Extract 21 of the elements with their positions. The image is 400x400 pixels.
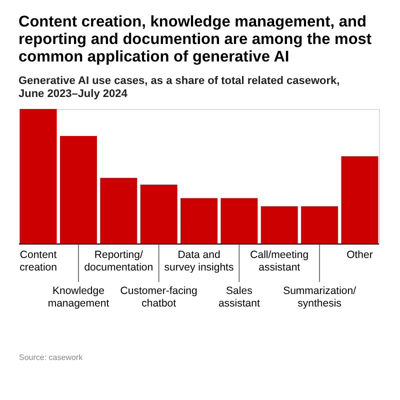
bar bbox=[100, 178, 138, 244]
bar bbox=[140, 184, 178, 244]
bar bbox=[20, 109, 57, 244]
chart-subtitle: Generative AI use cases, as a share of total related casework, June 2023–July 2024 bbox=[18, 75, 340, 100]
bar bbox=[260, 206, 298, 244]
bar bbox=[220, 198, 258, 244]
chart-title: Content creation, knowledge management, and reporting and documention are among the most common application of generative AI bbox=[18, 14, 372, 66]
bar bbox=[60, 136, 97, 244]
x-tick-label: Call/meeting assistant bbox=[250, 249, 309, 274]
x-tick-label: Data and survey insights bbox=[164, 249, 234, 274]
x-tick-label: Summarization/ synthesis bbox=[283, 285, 356, 310]
bar bbox=[301, 206, 338, 244]
bar bbox=[180, 198, 218, 244]
bar bbox=[341, 156, 378, 244]
source-note: Source: casework bbox=[19, 353, 84, 362]
x-tick-label: Sales assistant bbox=[218, 285, 260, 310]
x-tick-label: Customer-facing chatbot bbox=[120, 285, 198, 310]
x-tick-label: Other bbox=[346, 249, 374, 261]
x-tick-label: Content creation bbox=[20, 249, 58, 274]
x-tick-label: Reporting/ documentation bbox=[84, 249, 154, 274]
x-tick-label: Knowledge management bbox=[48, 285, 110, 310]
